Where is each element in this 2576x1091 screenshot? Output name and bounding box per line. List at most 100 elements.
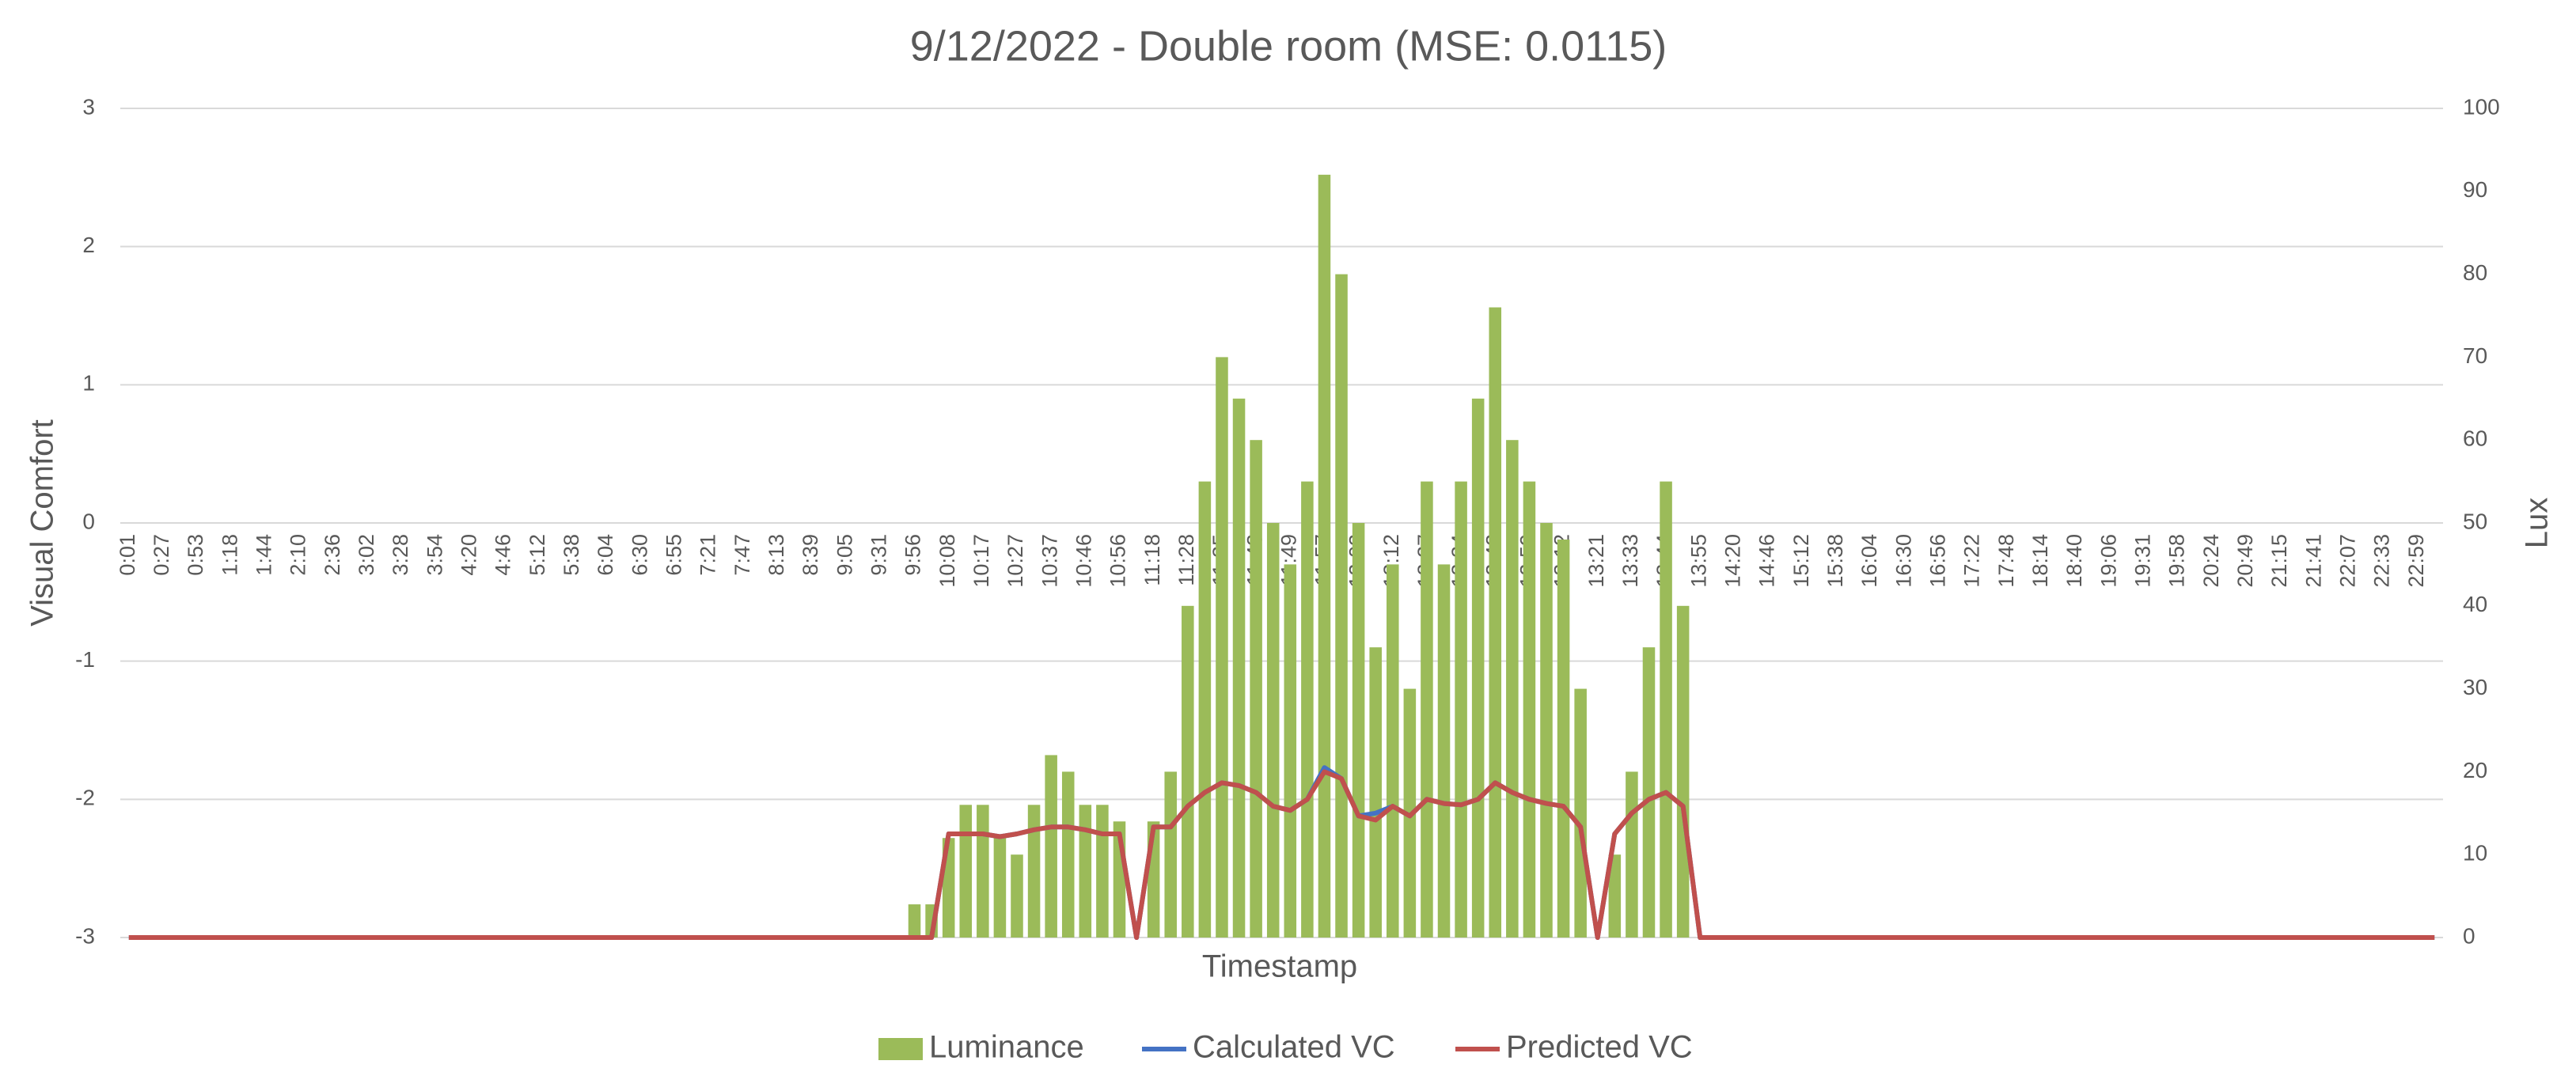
y2-tick-label: 60 (2463, 426, 2487, 451)
x-tick-label: 7:21 (696, 534, 720, 576)
x-tick-label: 14:20 (1721, 534, 1745, 588)
y2-tick-label: 70 (2463, 343, 2487, 368)
x-tick-label: 10:17 (969, 534, 993, 588)
x-tick-label: 15:12 (1789, 534, 1813, 588)
x-tick-label: 13:55 (1686, 534, 1710, 588)
x-tick-label: 17:48 (1994, 534, 2018, 588)
x-tick-label: 6:30 (628, 534, 651, 576)
x-tick-label: 9:05 (833, 534, 856, 576)
bar (1471, 398, 1485, 938)
bar (1027, 805, 1041, 938)
x-tick-label: 8:39 (799, 534, 822, 576)
bar (1437, 564, 1451, 938)
x-tick-label: 10:56 (1106, 534, 1130, 588)
y-axis-title: Visual Comfort (25, 419, 60, 627)
x-tick-label: 0:53 (184, 534, 207, 576)
bar (1642, 647, 1656, 938)
x-tick-label: 22:33 (2370, 534, 2394, 588)
bar (1660, 481, 1672, 938)
x-tick-label: 16:56 (1925, 534, 1949, 588)
bar (1676, 605, 1690, 938)
x-tick-label: 13:21 (1584, 534, 1608, 588)
bar (993, 838, 1007, 938)
bar (1608, 854, 1622, 938)
x-tick-label: 10:46 (1072, 534, 1095, 588)
x-tick-label: 7:47 (730, 534, 754, 576)
x-tick-label: 20:24 (2199, 534, 2223, 588)
x-tick-label: 1:44 (252, 534, 276, 576)
bar (908, 904, 921, 938)
bar (1387, 564, 1399, 938)
x-tick-label: 0:27 (150, 534, 173, 576)
x-tick-label: 13:33 (1618, 534, 1642, 588)
y-tick-label: -2 (75, 786, 95, 810)
bar (1352, 523, 1365, 938)
legend-swatch (878, 1038, 923, 1060)
x-tick-label: 19:06 (2096, 534, 2120, 588)
x-tick-label: 2:10 (286, 534, 310, 576)
bar (1011, 854, 1023, 938)
bar (1626, 771, 1638, 938)
y2-tick-label: 10 (2463, 841, 2487, 866)
x-axis-title: Timestamp (1202, 949, 1357, 984)
y2-tick-label: 30 (2463, 675, 2487, 699)
bar (1335, 274, 1348, 938)
x-tick-label: 1:18 (218, 534, 241, 576)
x-tick-label: 4:20 (457, 534, 481, 576)
bar (1182, 605, 1194, 938)
y2-axis-title: Lux (2520, 498, 2555, 549)
chart-title: 9/12/2022 - Double room (MSE: 0.0115) (910, 22, 1667, 70)
x-tick-label: 17:22 (1960, 534, 1984, 588)
x-tick-label: 11:28 (1174, 534, 1198, 586)
x-tick-label: 3:28 (389, 534, 412, 576)
x-tick-label: 6:55 (662, 534, 686, 576)
bar (1301, 481, 1314, 938)
x-tick-label: 9:31 (867, 534, 890, 576)
x-tick-label: 10:08 (935, 534, 959, 588)
x-tick-label: 5:38 (560, 534, 583, 576)
x-tick-label: 15:38 (1823, 534, 1847, 588)
bar (1318, 174, 1331, 938)
x-tick-label: 5:12 (525, 534, 549, 576)
x-tick-label: 14:46 (1755, 534, 1779, 588)
x-tick-label: 3:54 (423, 534, 446, 576)
bar (1284, 564, 1297, 938)
y2-tick-label: 80 (2463, 260, 2487, 285)
x-tick-label: 22:07 (2335, 534, 2359, 588)
x-tick-label: 6:04 (594, 534, 617, 576)
y2-tick-label: 40 (2463, 592, 2487, 616)
x-tick-label: 8:13 (764, 534, 788, 576)
bar (1045, 755, 1057, 938)
y-tick-label: -3 (75, 923, 95, 948)
bar (1574, 688, 1587, 938)
x-tick-label: 18:14 (2028, 534, 2052, 588)
y-tick-label: -1 (75, 647, 95, 672)
y2-tick-label: 50 (2463, 509, 2487, 533)
bar (1369, 647, 1382, 938)
x-tick-label: 18:40 (2062, 534, 2086, 588)
line (128, 769, 2435, 940)
x-tick-label: 22:59 (2404, 534, 2428, 588)
x-tick-label: 4:46 (491, 534, 515, 576)
bar (1266, 523, 1280, 938)
bar (1455, 481, 1467, 938)
bar (1523, 481, 1536, 938)
x-tick-label: 2:36 (321, 534, 344, 576)
y2-tick-label: 100 (2463, 94, 2500, 119)
x-tick-label: 11:18 (1140, 534, 1164, 586)
x-tick-label: 3:02 (355, 534, 378, 576)
bar (1216, 357, 1228, 938)
bar (1232, 398, 1246, 938)
bar (1061, 771, 1075, 938)
x-tick-label: 20:49 (2233, 534, 2257, 588)
legend-label: Predicted VC (1506, 1030, 1693, 1065)
bar (1540, 523, 1553, 938)
bar (1079, 805, 1092, 938)
bar (1096, 805, 1109, 938)
legend-label: Luminance (929, 1030, 1084, 1065)
bar (1164, 771, 1177, 938)
x-tick-label: 10:37 (1038, 534, 1061, 588)
y2-tick-label: 90 (2463, 177, 2487, 202)
x-tick-label: 19:31 (2130, 534, 2154, 588)
